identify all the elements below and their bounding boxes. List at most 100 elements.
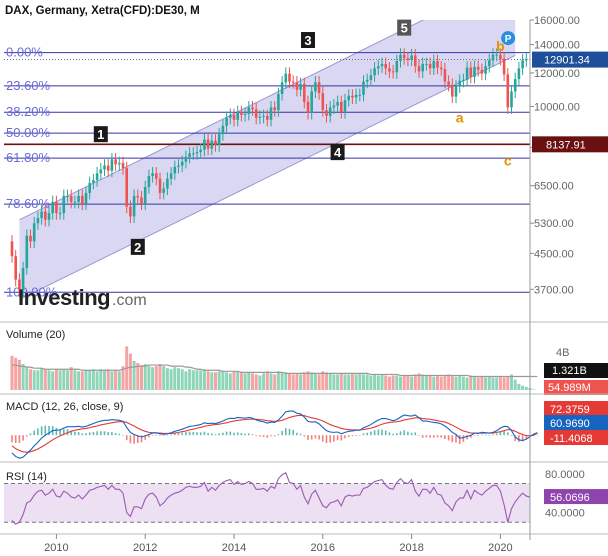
candle[interactable] <box>151 167 154 183</box>
volume-bar[interactable] <box>32 370 36 390</box>
volume-bar[interactable] <box>132 360 136 390</box>
volume-bar[interactable] <box>439 376 443 391</box>
volume-bar[interactable] <box>151 367 155 390</box>
candle[interactable] <box>25 229 29 275</box>
candle[interactable] <box>454 80 458 104</box>
volume-bar[interactable] <box>476 377 480 390</box>
candle[interactable] <box>47 206 51 227</box>
volume-bar[interactable] <box>84 370 88 390</box>
candle[interactable] <box>210 134 214 156</box>
volume-bar[interactable] <box>25 367 29 390</box>
volume-bar[interactable] <box>358 373 362 390</box>
candle[interactable] <box>177 159 180 174</box>
candle[interactable] <box>373 62 376 82</box>
volume-bar[interactable] <box>169 369 173 390</box>
volume-bar[interactable] <box>214 372 217 390</box>
volume-bar[interactable] <box>69 367 73 390</box>
candle[interactable] <box>284 67 288 89</box>
volume-bar[interactable] <box>421 374 425 390</box>
candle[interactable] <box>354 88 358 105</box>
candle[interactable] <box>377 59 380 75</box>
volume-bar[interactable] <box>291 374 295 390</box>
candle[interactable] <box>499 48 502 66</box>
candle[interactable] <box>184 150 188 169</box>
volume-bar[interactable] <box>391 375 395 390</box>
volume-bar[interactable] <box>443 375 447 390</box>
volume-bar[interactable] <box>21 364 25 390</box>
volume-bar[interactable] <box>251 373 254 390</box>
volume-bar[interactable] <box>158 364 162 390</box>
candle[interactable] <box>291 75 295 89</box>
volume-bar[interactable] <box>373 374 377 390</box>
volume-bar[interactable] <box>80 371 84 390</box>
candle[interactable] <box>21 261 25 297</box>
candle[interactable] <box>299 77 302 97</box>
candle[interactable] <box>40 205 43 225</box>
volume-bar[interactable] <box>43 369 47 390</box>
candle[interactable] <box>358 88 362 102</box>
candle[interactable] <box>136 189 140 204</box>
candle[interactable] <box>447 75 450 92</box>
volume-bar[interactable] <box>128 353 132 390</box>
candle[interactable] <box>414 49 417 73</box>
volume-bar[interactable] <box>506 376 510 391</box>
volume-bar[interactable] <box>328 373 332 390</box>
volume-bar[interactable] <box>365 374 369 390</box>
candle[interactable] <box>240 105 243 122</box>
volume-bar[interactable] <box>384 375 388 390</box>
volume-bar[interactable] <box>513 379 517 390</box>
volume-bar[interactable] <box>406 375 410 390</box>
candle[interactable] <box>192 146 195 160</box>
candle[interactable] <box>336 95 339 113</box>
volume-bar[interactable] <box>232 371 236 390</box>
candle[interactable] <box>491 48 495 67</box>
candle[interactable] <box>173 160 177 180</box>
volume-bar[interactable] <box>54 369 58 390</box>
volume-bar[interactable] <box>143 364 147 390</box>
rsi-panel[interactable]: RSI (14) 80.0000 40.0000 56.0696 <box>4 469 608 525</box>
candle[interactable] <box>480 63 484 81</box>
volume-bar[interactable] <box>387 376 391 391</box>
candle[interactable] <box>166 172 169 196</box>
candle[interactable] <box>32 216 36 248</box>
volume-bar[interactable] <box>247 372 251 390</box>
candle[interactable] <box>295 76 299 97</box>
volume-bar[interactable] <box>369 375 373 390</box>
volume-bar[interactable] <box>317 374 321 390</box>
candle[interactable] <box>103 159 106 176</box>
volume-bar[interactable] <box>402 375 406 390</box>
volume-bar[interactable] <box>450 375 454 390</box>
volume-bar[interactable] <box>14 357 18 390</box>
candle[interactable] <box>443 62 447 89</box>
candle[interactable] <box>266 109 269 127</box>
candle[interactable] <box>66 189 69 203</box>
volume-bar[interactable] <box>88 370 92 390</box>
candle[interactable] <box>99 163 103 180</box>
volume-bar[interactable] <box>165 368 169 390</box>
candle[interactable] <box>321 86 325 117</box>
volume-bar[interactable] <box>395 375 399 390</box>
volume-bar[interactable] <box>47 370 51 390</box>
candle[interactable] <box>495 48 498 62</box>
volume-bar[interactable] <box>17 359 21 390</box>
volume-bar[interactable] <box>225 372 229 390</box>
candle[interactable] <box>332 99 336 114</box>
candle[interactable] <box>106 159 110 178</box>
candle[interactable] <box>88 176 91 200</box>
candle[interactable] <box>277 87 280 117</box>
candle[interactable] <box>121 156 125 175</box>
candle[interactable] <box>10 235 14 263</box>
volume-bar[interactable] <box>399 376 402 391</box>
volume-bar[interactable] <box>424 375 428 390</box>
candle[interactable] <box>380 57 384 73</box>
candle[interactable] <box>180 155 184 173</box>
candle[interactable] <box>243 107 247 122</box>
volume-bar[interactable] <box>517 383 521 390</box>
volume-bar[interactable] <box>147 366 151 390</box>
volume-bar[interactable] <box>410 376 414 391</box>
candle[interactable] <box>502 52 506 82</box>
volume-bar[interactable] <box>29 369 32 390</box>
volume-bar[interactable] <box>254 374 258 390</box>
volume-bar[interactable] <box>180 369 184 390</box>
volume-bar[interactable] <box>228 373 232 390</box>
